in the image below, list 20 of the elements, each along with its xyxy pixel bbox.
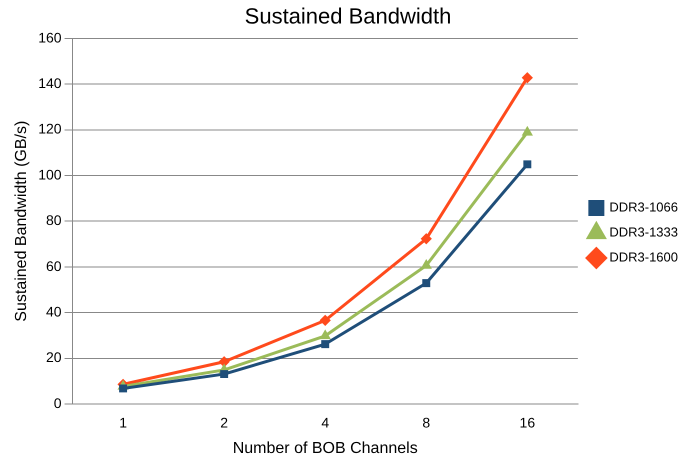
y-axis-title: Sustained Bandwidth (GB/s) — [13, 120, 30, 322]
x-tick-label: 1 — [119, 414, 128, 430]
legend-label: DDR3-1066 — [609, 200, 678, 215]
y-tick-label: 60 — [46, 258, 62, 274]
y-tick-label: 160 — [38, 29, 62, 46]
x-tick-label: 4 — [321, 414, 330, 430]
x-tick-label: 8 — [422, 414, 430, 430]
y-tick-label: 0 — [54, 394, 62, 411]
y-tick-label: 20 — [46, 349, 62, 366]
y-tick-label: 120 — [38, 120, 62, 137]
y-tick-label: 80 — [46, 212, 62, 228]
x-tick-label: 2 — [220, 414, 228, 430]
x-axis-title: Number of BOB Channels — [232, 440, 418, 457]
y-tick-label: 40 — [46, 303, 62, 320]
chart-title: Sustained Bandwidth — [244, 3, 452, 28]
legend-label: DDR3-1600 — [609, 250, 678, 265]
legend-label: DDR3-1333 — [609, 224, 678, 240]
x-tick-label: 16 — [520, 414, 536, 430]
y-tick-label: 140 — [38, 74, 62, 91]
y-tick-label: 100 — [38, 166, 62, 182]
